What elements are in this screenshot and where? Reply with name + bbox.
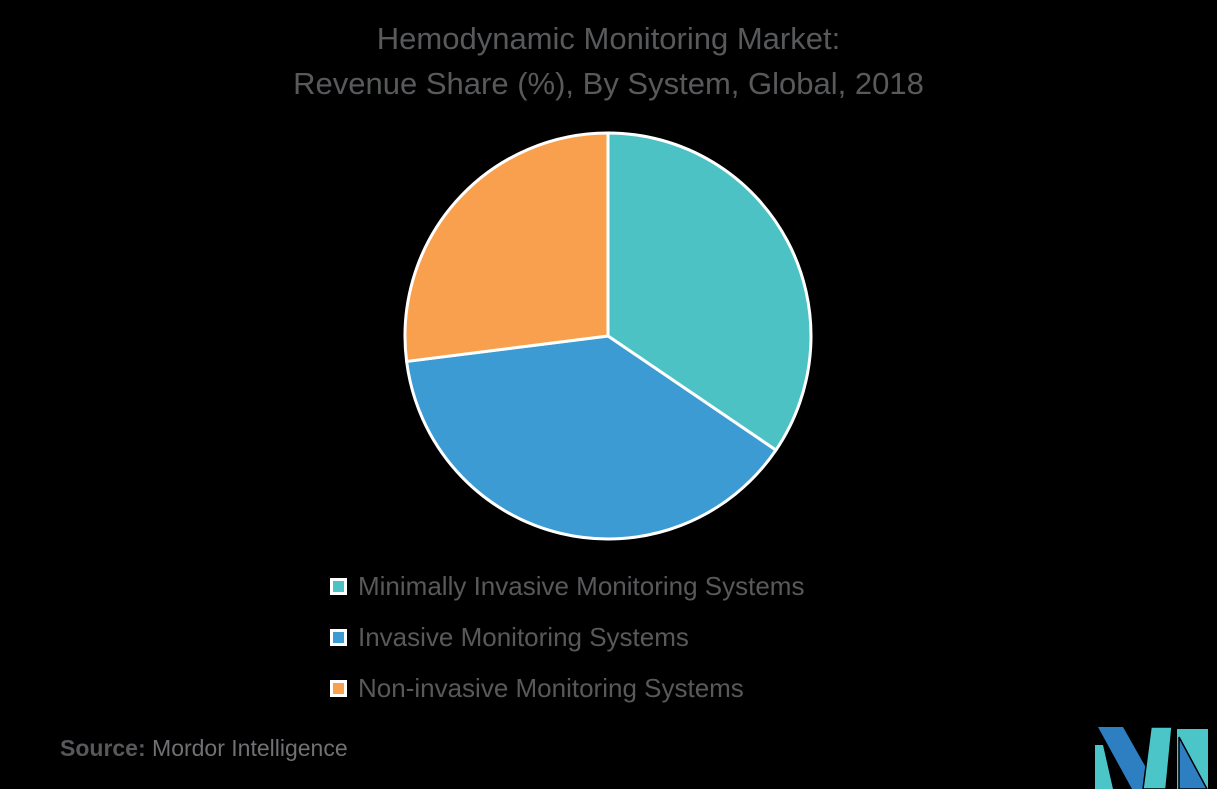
chart-title-line1: Hemodynamic Monitoring Market: <box>376 21 841 56</box>
chart-title-line2: Revenue Share (%), By System, Global, 20… <box>293 66 924 101</box>
pie-slice-2 <box>403 131 610 363</box>
legend-item-invasive: Invasive Monitoring Systems <box>330 623 804 651</box>
logo-right-triangle <box>1178 736 1208 789</box>
source-prefix: Source: <box>60 735 146 761</box>
mordor-intelligence-logo <box>1095 727 1208 789</box>
chart-legend: Minimally Invasive Monitoring Systems In… <box>330 572 804 702</box>
legend-item-non-invasive: Non-invasive Monitoring Systems <box>330 674 804 702</box>
logo-left-triangle <box>1095 745 1113 789</box>
logo-middle-stroke <box>1142 727 1173 789</box>
source-name: Mordor Intelligence <box>152 735 348 761</box>
legend-label: Minimally Invasive Monitoring Systems <box>358 571 805 601</box>
legend-label: Invasive Monitoring Systems <box>358 622 689 652</box>
legend-swatch-teal-icon <box>330 577 347 595</box>
legend-item-minimally-invasive: Minimally Invasive Monitoring Systems <box>330 572 804 600</box>
legend-swatch-orange-icon <box>330 679 347 697</box>
source-attribution: Source: Mordor Intelligence <box>60 735 348 762</box>
pie-slice-0 <box>606 131 813 452</box>
chart-title: Hemodynamic Monitoring Market: Revenue S… <box>0 16 1217 106</box>
legend-label: Non-invasive Monitoring Systems <box>358 673 744 703</box>
pie-slice-1 <box>405 334 778 541</box>
legend-swatch-blue-icon <box>330 628 347 646</box>
logo-left-stroke <box>1098 727 1158 789</box>
